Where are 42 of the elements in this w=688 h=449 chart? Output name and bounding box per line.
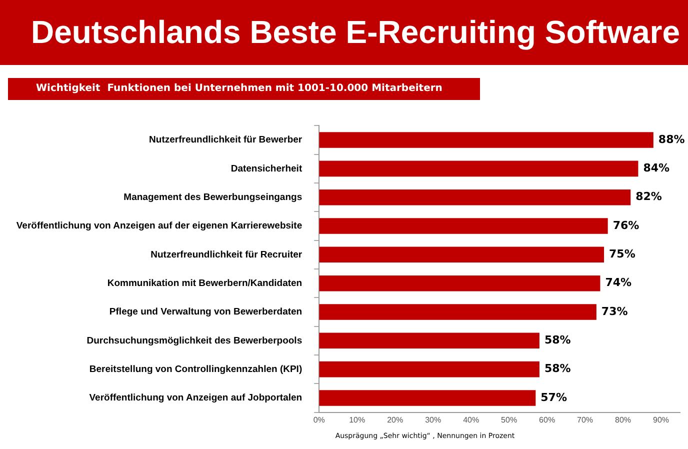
x-tick-label: 90% <box>653 415 670 424</box>
data-label: 58% <box>544 334 571 347</box>
data-label: 84% <box>643 162 670 175</box>
y-tick-label: Datensicherheit <box>230 163 303 174</box>
bar <box>319 361 540 378</box>
x-tick-label: 60% <box>539 415 556 424</box>
data-label: 57% <box>540 390 567 404</box>
data-label: 75% <box>609 248 636 261</box>
x-tick-label: 80% <box>615 415 632 424</box>
y-tick-label: Bereitstellung von Controllingkennzahlen (KPI) <box>89 364 302 375</box>
x-tick-label: 10% <box>349 415 366 424</box>
y-tick-label: Kommunikation mit Bewerbern/Kandidaten <box>107 278 302 289</box>
bar <box>319 332 540 349</box>
chart-title: Deutschlands Beste E-Recruiting Software <box>0 0 688 65</box>
y-tick-label: Pflege und Verwaltung von Bewerberdaten <box>109 306 302 318</box>
x-tick-label: 0% <box>313 415 325 424</box>
y-tick-label: Veröffentlichung von Anzeigen auf der eigenen Karrierewebsite <box>16 220 302 232</box>
y-tick-label: Veröffentlichung von Anzeigen auf Jobportalen <box>89 392 302 404</box>
data-label: 74% <box>605 276 632 290</box>
data-label: 88% <box>658 132 685 146</box>
bar <box>319 246 604 263</box>
bar <box>319 218 608 234</box>
chart-subtitle: Wichtigkeit Funktionen bei Unternehmen mit 1001-10.000 Mitarbeitern <box>8 78 480 100</box>
y-tick-label: Durchsuchungsmöglichkeit des Bewerberpools <box>86 335 302 346</box>
x-tick-label: 40% <box>463 415 480 424</box>
bar <box>319 132 654 148</box>
x-tick-label: 20% <box>387 415 404 424</box>
bar <box>319 390 536 406</box>
data-label: 73% <box>601 304 628 318</box>
data-label: 82% <box>636 190 662 204</box>
y-tick-label: Management des Bewerbungseingangs <box>124 192 302 203</box>
y-tick-label: Nutzerfreundlichkeit für Bewerber <box>149 134 302 146</box>
x-tick-label: 50% <box>501 415 518 424</box>
bar <box>319 275 600 292</box>
data-label: 58% <box>544 362 571 376</box>
x-tick-label: 30% <box>425 415 442 424</box>
bar <box>319 160 638 177</box>
bar <box>319 304 596 320</box>
data-label: 76% <box>612 218 640 232</box>
bar <box>319 189 631 206</box>
x-tick-label: 70% <box>577 415 594 424</box>
y-tick-label: Nutzerfreundlichkeit für Recruiter <box>150 249 302 260</box>
